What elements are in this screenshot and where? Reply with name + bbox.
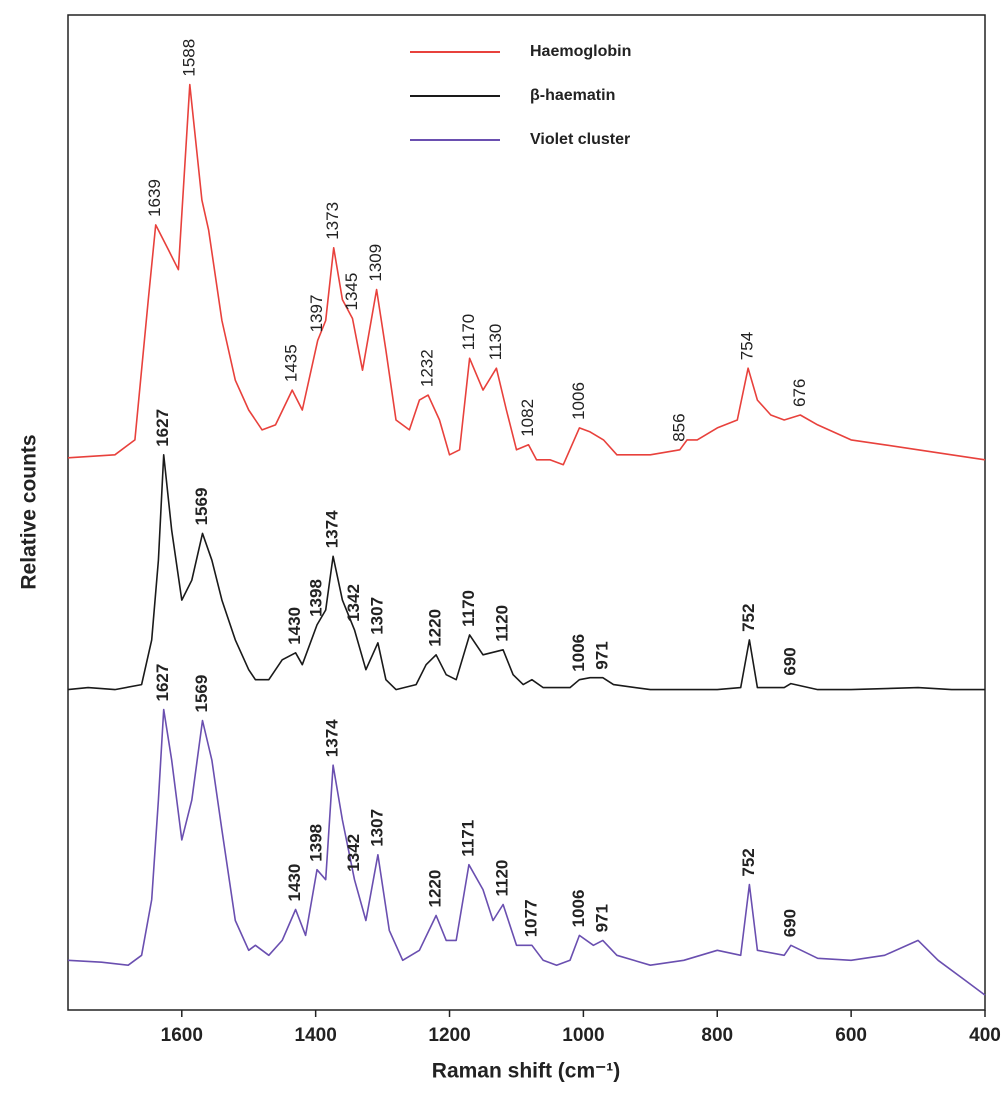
plot-frame (67, 14, 986, 1011)
peak-label: 1307 (367, 809, 386, 847)
peak-label: 971 (592, 904, 611, 932)
peak-label: 1120 (493, 860, 512, 897)
peak-label: 754 (738, 332, 757, 360)
peak-label: 1309 (366, 244, 385, 282)
peak-label: 1627 (153, 664, 172, 702)
peak-label: 1171 (458, 820, 477, 857)
peak-label: 971 (592, 641, 611, 669)
x-axis-label: Raman shift (cm⁻¹) (432, 1060, 620, 1083)
peak-label: 1345 (342, 273, 361, 311)
peak-label: 676 (790, 379, 809, 407)
peak-label: 1342 (344, 834, 363, 872)
peak-label: 1627 (153, 409, 172, 447)
peak-label: 1588 (179, 39, 198, 77)
x-tick-label: 1400 (295, 1025, 337, 1046)
peak-label: 1569 (192, 488, 211, 526)
x-tick-label: 1200 (428, 1025, 470, 1046)
x-tick-label: 400 (969, 1025, 1001, 1046)
peak-label: 1398 (306, 824, 325, 862)
peak-label: 1435 (282, 344, 301, 382)
peak-label: 1398 (306, 579, 325, 617)
peak-label: 1430 (285, 864, 304, 902)
peak-label: 1220 (426, 609, 445, 647)
peak-label: 1077 (521, 899, 540, 937)
peak-label: 752 (739, 604, 758, 632)
spectrum-line (67, 708, 986, 996)
peak-label: 690 (780, 909, 799, 937)
peak-label: 1120 (493, 605, 512, 642)
spectrum-line (67, 83, 986, 466)
peak-label: 1374 (323, 510, 342, 548)
legend-label: β-haematin (530, 87, 615, 104)
peak-label: 1232 (418, 349, 437, 387)
peak-label: 1082 (518, 399, 537, 437)
peak-label: 1342 (344, 584, 363, 622)
legend-label: Violet cluster (530, 131, 630, 148)
peak-label: 1130 (486, 324, 505, 361)
spectrum-line (67, 454, 985, 691)
x-tick-label: 1000 (562, 1025, 604, 1046)
x-tick-label: 800 (701, 1025, 733, 1046)
peak-label: 1397 (307, 295, 326, 333)
x-tick-label: 1600 (161, 1025, 203, 1046)
peak-label: 690 (780, 647, 799, 675)
peak-label: 1006 (569, 634, 588, 672)
peak-label: 1006 (569, 890, 588, 928)
peak-label: 1220 (426, 870, 445, 908)
peak-label: 752 (739, 848, 758, 876)
legend-label: Haemoglobin (530, 43, 631, 60)
peak-label: 1170 (459, 590, 478, 627)
y-axis-label: Relative counts (18, 434, 41, 589)
peak-label: 1373 (323, 202, 342, 240)
peak-label: 1307 (367, 597, 386, 635)
peak-label: 856 (669, 413, 688, 441)
peak-label: 1639 (145, 179, 164, 217)
peak-label: 1569 (192, 675, 211, 713)
x-tick-label: 600 (835, 1025, 867, 1046)
peak-label: 1430 (285, 607, 304, 645)
peak-label: 1170 (459, 314, 478, 351)
peak-label: 1374 (323, 719, 342, 757)
peak-label: 1006 (569, 382, 588, 420)
